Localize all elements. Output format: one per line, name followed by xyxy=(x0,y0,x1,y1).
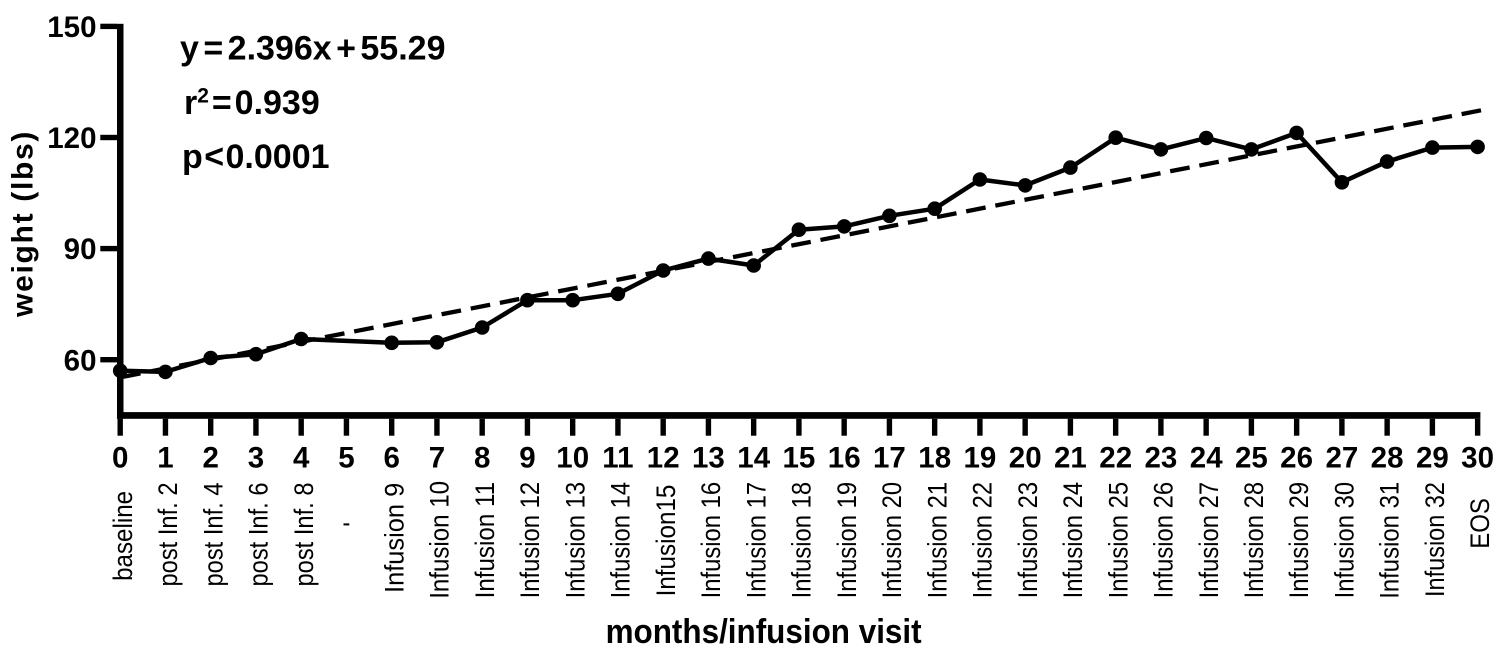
svg-text:EOS: EOS xyxy=(1465,498,1495,549)
svg-text:Infusion 31: Infusion 31 xyxy=(1375,482,1405,599)
svg-text:Infusion 28: Infusion 28 xyxy=(1239,482,1269,599)
svg-text:baseline: baseline xyxy=(108,491,138,581)
svg-text:16: 16 xyxy=(828,441,861,474)
svg-text:Infusion 32: Infusion 32 xyxy=(1420,482,1450,597)
svg-text:Infusion 10: Infusion 10 xyxy=(425,481,455,599)
svg-text:2: 2 xyxy=(202,441,218,474)
svg-text:Infusion 12: Infusion 12 xyxy=(515,482,545,599)
svg-text:4: 4 xyxy=(293,441,310,474)
svg-text:9: 9 xyxy=(519,441,535,474)
svg-text:post Inf. 8: post Inf. 8 xyxy=(289,483,319,587)
svg-text:17: 17 xyxy=(873,441,906,474)
svg-text:28: 28 xyxy=(1371,441,1404,474)
svg-text:20: 20 xyxy=(1009,441,1042,474)
svg-text:10: 10 xyxy=(556,441,589,474)
svg-text:27: 27 xyxy=(1325,441,1358,474)
svg-text:Infusion 20: Infusion 20 xyxy=(877,482,907,599)
svg-text:Infusion 11: Infusion 11 xyxy=(470,482,500,599)
svg-text:120: 120 xyxy=(47,122,96,155)
svg-text:60: 60 xyxy=(64,344,97,377)
svg-text:post Inf. 6: post Inf. 6 xyxy=(244,483,274,587)
svg-text:19: 19 xyxy=(963,441,996,474)
svg-text:23: 23 xyxy=(1144,441,1177,474)
svg-text:Infusion 16: Infusion 16 xyxy=(696,482,726,599)
svg-text:Infusion 30: Infusion 30 xyxy=(1330,482,1360,599)
svg-text:Infusion 26: Infusion 26 xyxy=(1149,482,1179,599)
svg-text:post Inf. 2: post Inf. 2 xyxy=(153,483,183,587)
svg-text:Infusion 23: Infusion 23 xyxy=(1013,482,1043,599)
svg-text:8: 8 xyxy=(474,441,490,474)
svg-text:post Inf. 4: post Inf. 4 xyxy=(198,483,228,587)
svg-text:Infusion 13: Infusion 13 xyxy=(560,482,590,599)
svg-text:26: 26 xyxy=(1280,441,1313,474)
svg-text:3: 3 xyxy=(248,441,264,474)
svg-text:14: 14 xyxy=(737,441,770,474)
svg-text:1: 1 xyxy=(157,441,173,474)
svg-text:30: 30 xyxy=(1461,441,1494,474)
svg-text:Infusion 14: Infusion 14 xyxy=(606,482,636,599)
svg-text:5: 5 xyxy=(338,441,354,474)
svg-text:18: 18 xyxy=(918,441,951,474)
svg-text:Infusion 21: Infusion 21 xyxy=(922,482,952,599)
svg-text:Infusion 17: Infusion 17 xyxy=(741,482,771,599)
svg-text:y = 2.396x + 55.29: y = 2.396x + 55.29 xyxy=(180,30,445,68)
svg-text:months/infusion visit: months/infusion visit xyxy=(606,613,922,651)
svg-text:150: 150 xyxy=(47,11,96,44)
svg-text:Infusion 18: Infusion 18 xyxy=(787,482,817,599)
svg-text:13: 13 xyxy=(692,441,725,474)
svg-text:Infusion 9: Infusion 9 xyxy=(379,483,409,593)
svg-text:90: 90 xyxy=(64,233,97,266)
svg-text:7: 7 xyxy=(429,441,445,474)
svg-text:24: 24 xyxy=(1190,441,1223,474)
svg-text:29: 29 xyxy=(1416,441,1449,474)
svg-text:Infusion 29: Infusion 29 xyxy=(1284,482,1314,599)
svg-text:Infusion 19: Infusion 19 xyxy=(832,482,862,599)
svg-text:Infusion 25: Infusion 25 xyxy=(1103,482,1133,599)
svg-text:Infusion 24: Infusion 24 xyxy=(1058,482,1088,599)
svg-text:6: 6 xyxy=(383,441,399,474)
svg-text:weight (lbs): weight (lbs) xyxy=(6,130,39,318)
svg-text:Infusion15: Infusion15 xyxy=(651,485,681,597)
svg-text:22: 22 xyxy=(1099,441,1132,474)
svg-text:25: 25 xyxy=(1235,441,1268,474)
svg-text:11: 11 xyxy=(602,441,633,474)
svg-text:12: 12 xyxy=(647,441,680,474)
svg-text:Infusion 22: Infusion 22 xyxy=(968,482,998,599)
svg-text:0: 0 xyxy=(112,441,128,474)
svg-text:21: 21 xyxy=(1054,441,1087,474)
svg-text:p < 0.0001: p < 0.0001 xyxy=(182,138,330,176)
svg-text:15: 15 xyxy=(782,441,815,474)
svg-text:Infusion 27: Infusion 27 xyxy=(1194,482,1224,599)
